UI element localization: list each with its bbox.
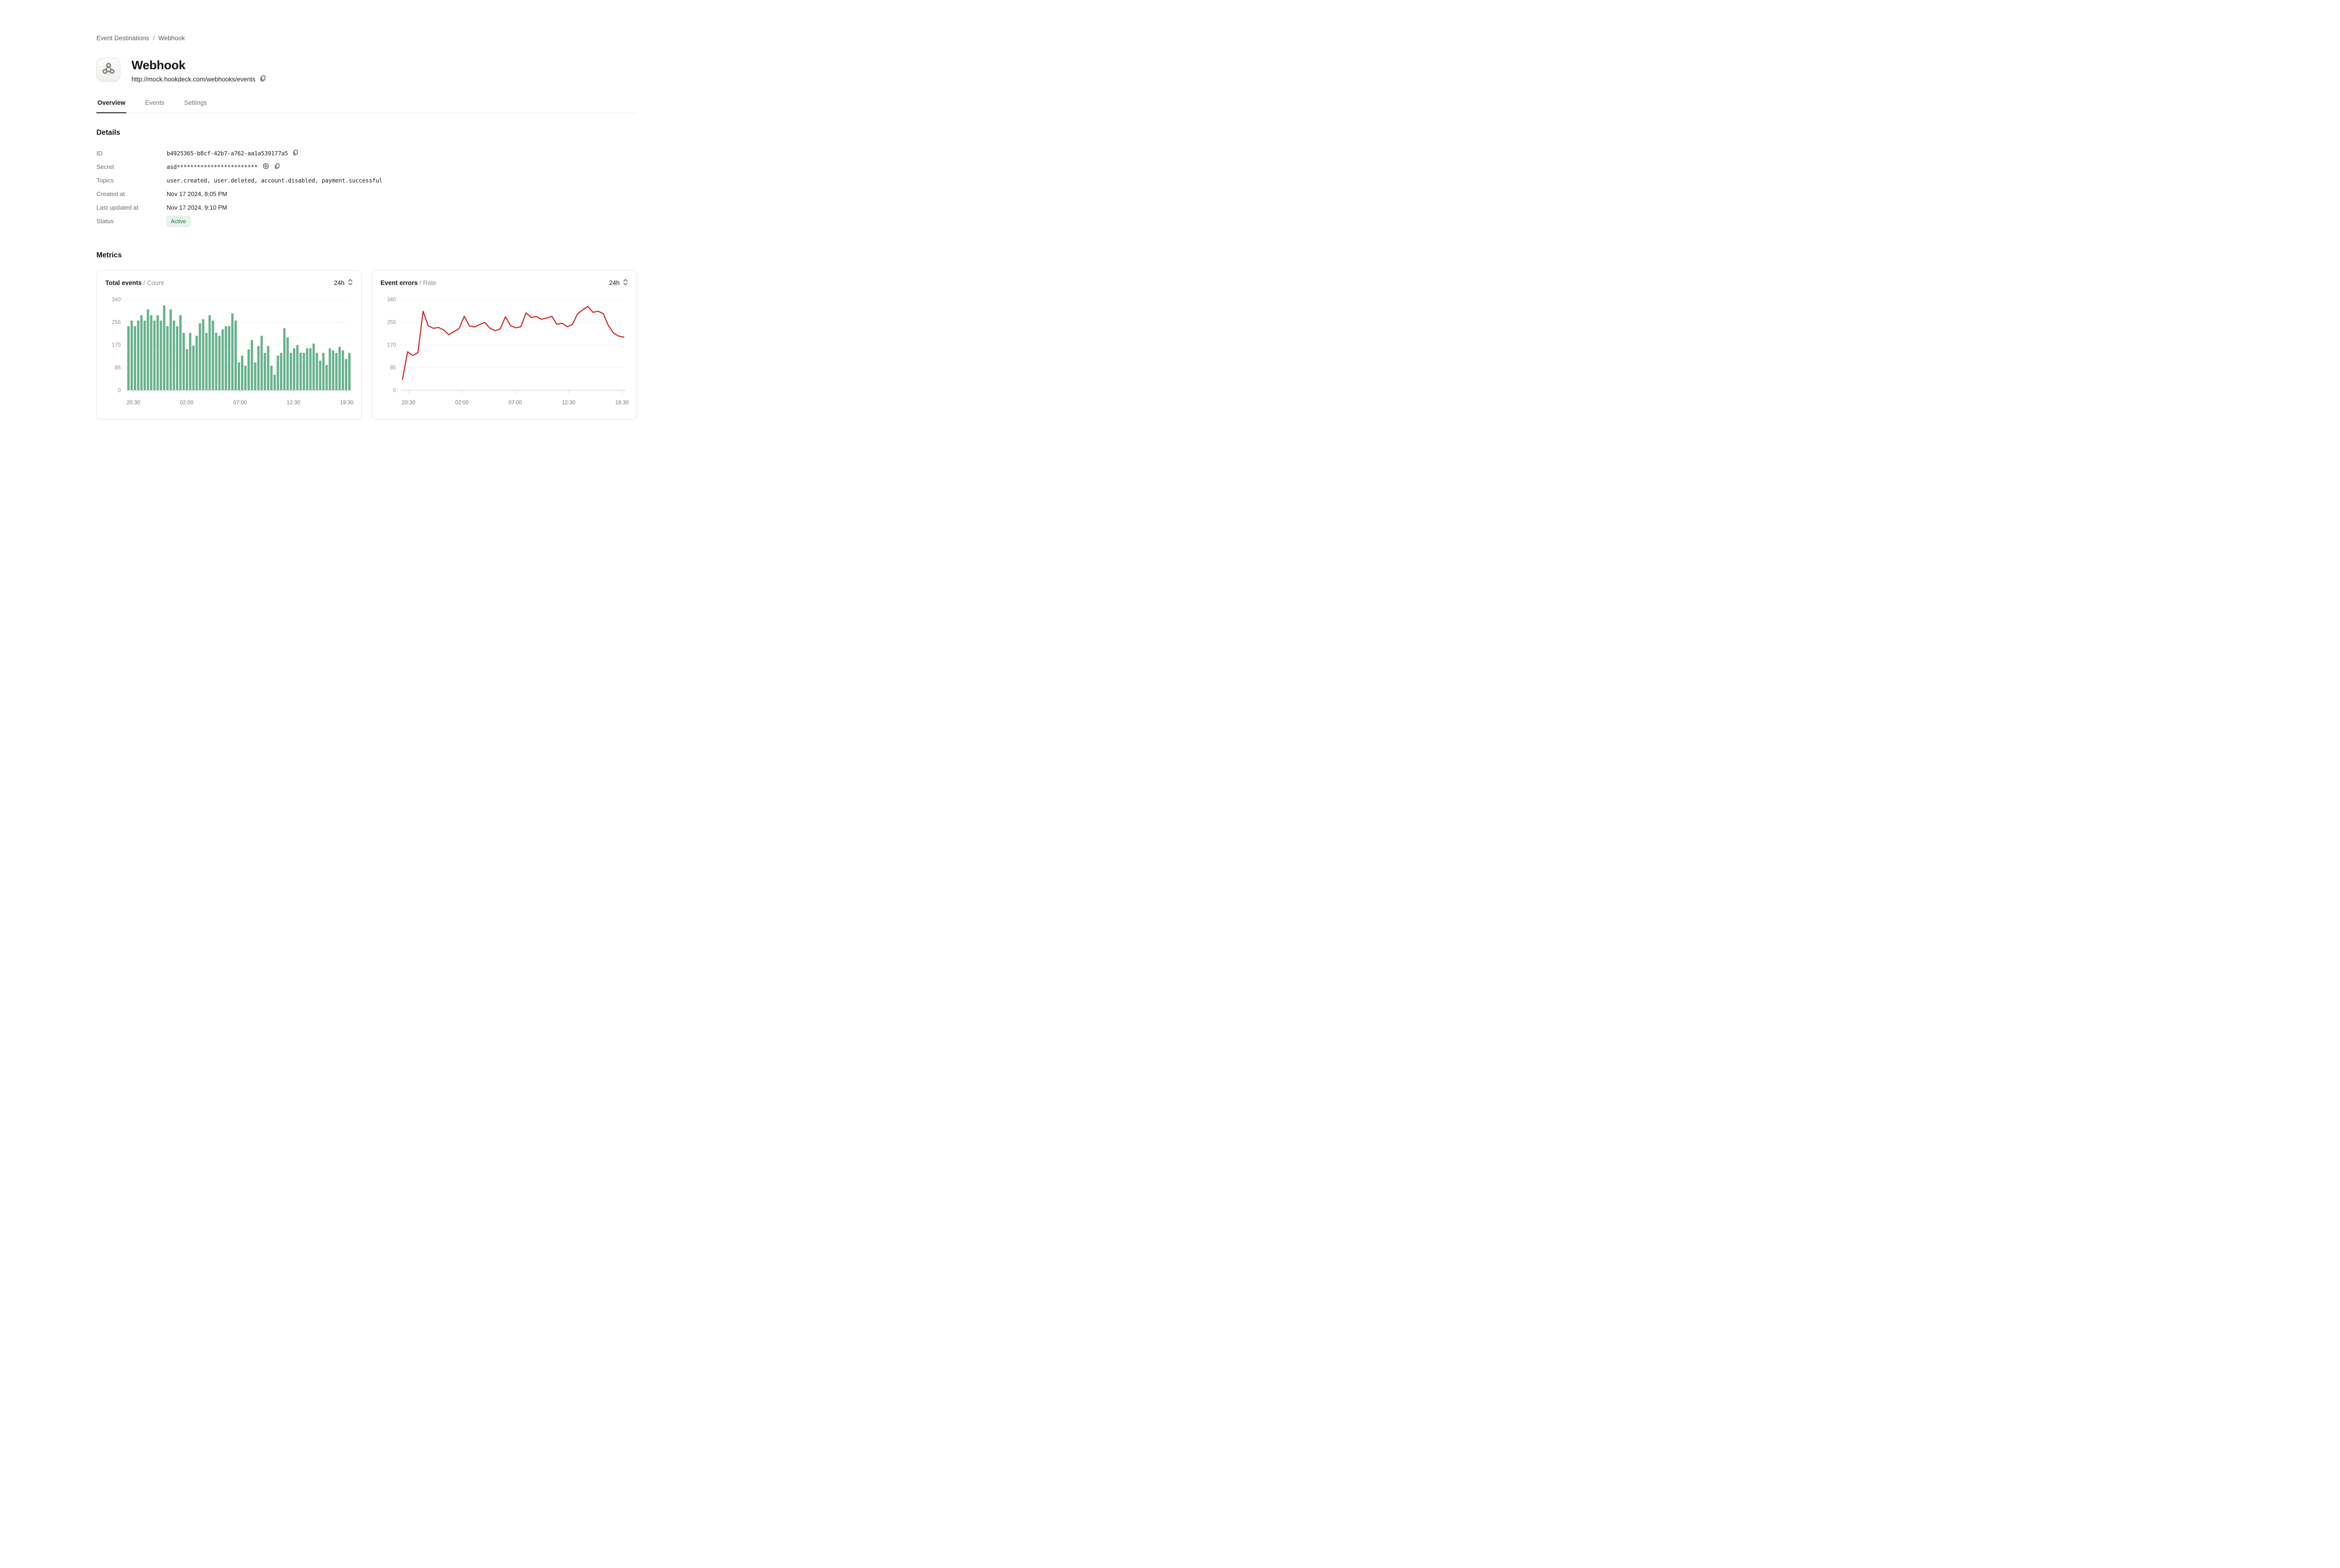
- reveal-secret-button[interactable]: [262, 162, 270, 171]
- total-events-range-select[interactable]: 24h: [334, 278, 353, 287]
- id-value: b4925365-b8cf-42b7-a762-aa1a539177a5: [167, 150, 288, 157]
- details-heading: Details: [96, 129, 120, 137]
- card-title-main: Event errors: [380, 279, 418, 286]
- eye-icon: [262, 162, 270, 171]
- webhook-url-row: http://mock.hookdeck.com/webhooks/events: [132, 75, 266, 83]
- details-section: Details ID b4925365-b8cf-42b7-a762-aa1a5…: [96, 129, 637, 228]
- detail-row-topics: Topics user.created, user.deleted, accou…: [96, 174, 637, 187]
- svg-text:07:00: 07:00: [508, 400, 522, 406]
- page-title: Webhook: [132, 58, 186, 72]
- created-at-value: Nov 17 2024, 8:05 PM: [167, 190, 227, 197]
- breadcrumb-webhook[interactable]: Webhook: [158, 35, 185, 42]
- svg-text:340: 340: [387, 297, 396, 303]
- svg-text:255: 255: [112, 320, 121, 326]
- svg-text:170: 170: [387, 343, 396, 348]
- card-title-sub: / Rate: [419, 279, 437, 286]
- event-errors-range-select[interactable]: 24h: [609, 278, 628, 287]
- tab-overview[interactable]: Overview: [96, 95, 127, 113]
- updated-at-label: Last updated at: [96, 204, 139, 211]
- breadcrumb-event-destinations[interactable]: Event Destinations: [96, 35, 149, 42]
- event-errors-card-title: Event errors / Rate: [380, 279, 436, 286]
- svg-text:07:00: 07:00: [233, 400, 247, 406]
- svg-text:19:30: 19:30: [615, 400, 629, 406]
- chevron-up-down-icon: [623, 278, 628, 287]
- created-at-label: Created at: [96, 190, 125, 197]
- svg-text:170: 170: [112, 343, 121, 348]
- card-title-sub: / Count: [143, 279, 164, 286]
- updated-at-value: Nov 17 2024, 9:10 PM: [167, 204, 227, 211]
- svg-text:02:00: 02:00: [455, 400, 468, 406]
- tab-settings[interactable]: Settings: [184, 99, 207, 106]
- event-errors-card: Event errors / Rate 24h 0: [372, 270, 637, 420]
- copy-icon: [292, 149, 299, 157]
- webhook-icon-tile: [96, 58, 120, 81]
- topics-label: Topics: [96, 177, 114, 184]
- page-header: Webhook http://mock.hookdeck.com/webhook…: [96, 58, 637, 83]
- tab-events[interactable]: Events: [145, 99, 165, 106]
- metric-cards: Total events / Count 24h: [96, 270, 637, 420]
- status-badge: Active: [167, 215, 190, 227]
- secret-label: Secret: [96, 163, 114, 170]
- event-errors-chart[interactable]: 0 85 170 255 340 20:30 02:00 07:00 12:30 19:30: [380, 294, 629, 417]
- webhook-url: http://mock.hookdeck.com/webhooks/events: [132, 75, 256, 83]
- svg-text:255: 255: [387, 320, 396, 326]
- svg-text:0: 0: [118, 388, 121, 394]
- detail-row-created: Created at Nov 17 2024, 8:05 PM: [96, 187, 637, 201]
- total-events-chart[interactable]: 0 85 170 255 340 20:30 02:00 07:00 12:30 19:30: [104, 294, 354, 417]
- detail-row-id: ID b4925365-b8cf-42b7-a762-aa1a539177a5: [96, 146, 637, 160]
- webhook-icon: [102, 61, 116, 78]
- svg-text:340: 340: [112, 297, 121, 303]
- copy-url-button[interactable]: [259, 75, 266, 83]
- svg-text:0: 0: [393, 388, 396, 394]
- details-rows: ID b4925365-b8cf-42b7-a762-aa1a539177a5: [96, 146, 637, 228]
- secret-value: asd************************: [167, 163, 258, 170]
- svg-text:85: 85: [390, 365, 396, 371]
- svg-text:85: 85: [115, 365, 121, 371]
- range-value: 24h: [609, 279, 620, 286]
- total-events-card-title: Total events / Count: [105, 279, 164, 286]
- svg-text:12:30: 12:30: [286, 400, 300, 406]
- breadcrumb: Event Destinations / Webhook: [96, 0, 637, 42]
- total-events-card-header: Total events / Count 24h: [104, 278, 354, 287]
- title-block: Webhook http://mock.hookdeck.com/webhook…: [132, 58, 266, 83]
- total-events-card: Total events / Count 24h: [96, 270, 362, 420]
- detail-row-status: Status Active: [96, 214, 637, 228]
- svg-text:20:30: 20:30: [126, 400, 140, 406]
- chevron-up-down-icon: [348, 278, 353, 287]
- svg-text:19:30: 19:30: [340, 400, 353, 406]
- svg-text:12:30: 12:30: [562, 400, 575, 406]
- copy-id-button[interactable]: [292, 149, 299, 157]
- topics-value: user.created, user.deleted, account.disa…: [167, 177, 383, 184]
- copy-icon: [259, 75, 266, 83]
- id-label: ID: [96, 150, 102, 157]
- tab-bar: Overview Events Settings: [96, 95, 637, 113]
- svg-text:20:30: 20:30: [402, 400, 415, 406]
- svg-text:02:00: 02:00: [180, 400, 193, 406]
- card-title-main: Total events: [105, 279, 142, 286]
- copy-secret-button[interactable]: [274, 163, 280, 171]
- metrics-section: Metrics Total events / Count 24h: [96, 251, 637, 420]
- status-label: Status: [96, 218, 114, 225]
- copy-icon: [274, 163, 280, 171]
- page-container: Event Destinations / Webhook Webhook htt…: [96, 0, 637, 420]
- detail-row-secret: Secret asd************************: [96, 160, 637, 174]
- event-errors-card-header: Event errors / Rate 24h: [380, 278, 629, 287]
- metrics-heading: Metrics: [96, 251, 122, 259]
- breadcrumb-separator: /: [153, 35, 155, 42]
- range-value: 24h: [334, 279, 344, 286]
- detail-row-updated: Last updated at Nov 17 2024, 9:10 PM: [96, 201, 637, 214]
